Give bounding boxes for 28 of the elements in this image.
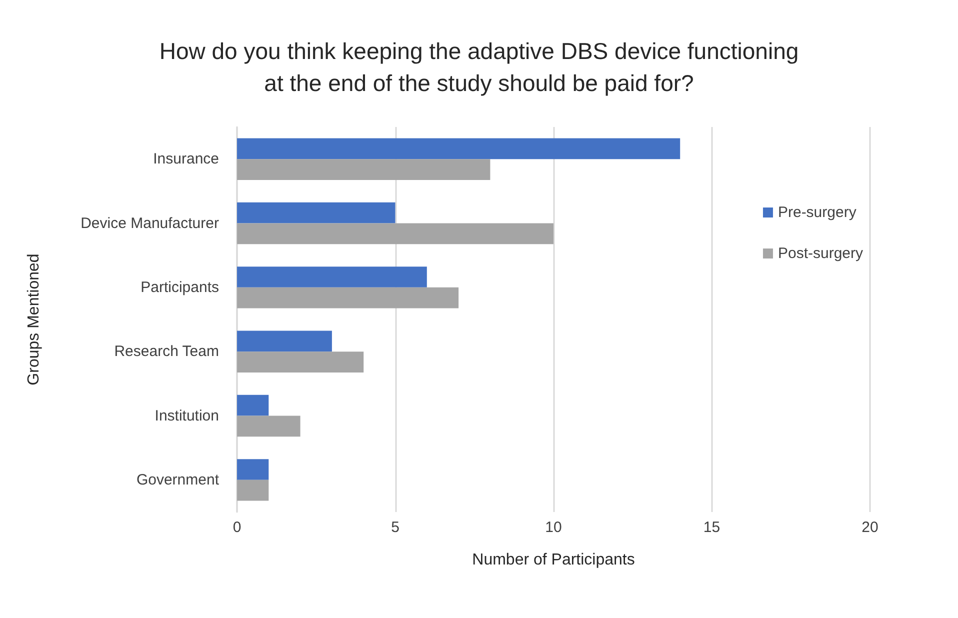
x-axis-title: Number of Participants — [472, 552, 635, 568]
y-tick-label: Device Manufacturer — [80, 214, 219, 232]
bar — [237, 416, 300, 437]
y-tick-label: Participants — [140, 278, 219, 296]
x-tick-label: 0 — [232, 519, 242, 536]
bar — [237, 330, 332, 352]
bar — [237, 480, 269, 501]
x-tick-label: 15 — [703, 519, 720, 536]
bar — [237, 352, 364, 372]
y-tick-label: Government — [136, 471, 220, 488]
bar — [237, 459, 269, 480]
bar — [237, 223, 554, 244]
y-axis-title: Groups Mentioned — [26, 254, 42, 386]
chart-title: How do you think keeping the adaptive DBS device functioning at the end of the study should be paid for? — [159, 38, 799, 96]
y-tick-label: Institution — [154, 407, 219, 424]
legend-label: Post-surgery — [778, 245, 864, 262]
y-tick-label: Research Team — [114, 343, 219, 360]
x-tick-label: 10 — [545, 519, 562, 536]
y-tick-label: Insurance — [153, 150, 219, 168]
x-tick-label: 5 — [391, 519, 400, 536]
legend-label: Pre-surgery — [778, 204, 857, 221]
bar — [237, 394, 269, 416]
bar — [237, 266, 427, 288]
bar — [237, 138, 680, 160]
bar — [237, 202, 396, 224]
bar — [237, 287, 459, 308]
bar — [237, 159, 490, 180]
x-tick-label: 20 — [862, 519, 878, 536]
